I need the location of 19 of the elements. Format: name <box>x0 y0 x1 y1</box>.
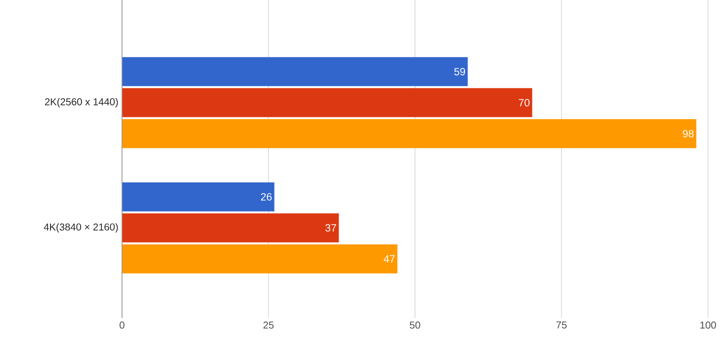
bar <box>122 182 274 212</box>
bar <box>122 213 339 242</box>
bar <box>122 57 468 86</box>
data-label: 98 <box>682 130 694 138</box>
x-tick-label: 75 <box>556 322 567 329</box>
data-label: 70 <box>518 98 530 106</box>
y-tick-label: 2K(2560 x 1440) <box>45 98 118 108</box>
data-label: 47 <box>384 255 395 262</box>
x-tick-label: 100 <box>700 322 716 329</box>
data-label: 26 <box>261 193 272 201</box>
x-tick-label: 25 <box>263 322 274 329</box>
x-tick-label: 50 <box>410 322 420 329</box>
bar <box>122 119 696 148</box>
y-tick-label: 4K(3840 × 2160) <box>44 223 118 233</box>
x-tick-label: 0 <box>120 322 124 329</box>
bar <box>122 88 532 118</box>
data-label: 37 <box>325 224 336 232</box>
data-label: 59 <box>454 68 466 76</box>
bar <box>122 244 398 274</box>
